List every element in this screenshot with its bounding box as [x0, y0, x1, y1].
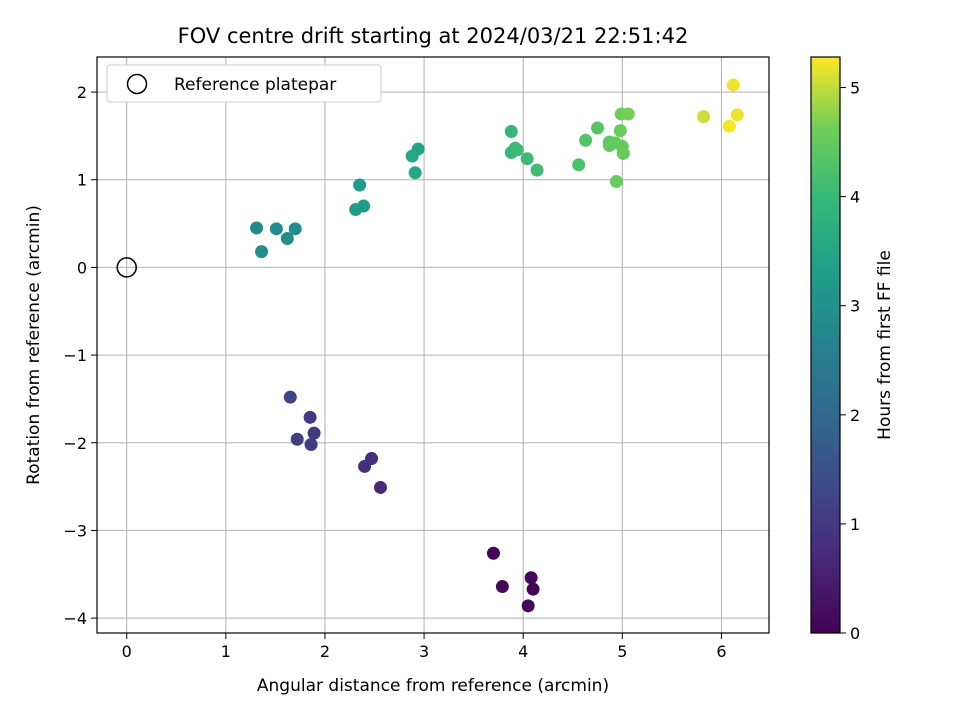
data-point — [405, 149, 419, 163]
y-tick-label: 0 — [77, 258, 87, 277]
data-point — [255, 245, 269, 259]
data-point — [726, 78, 740, 92]
x-axis-ticks: 0 1 2 3 4 5 6 — [122, 633, 727, 661]
y-tick-label: 2 — [77, 83, 87, 102]
colorbar-tick-label: 3 — [850, 297, 860, 316]
data-point — [530, 163, 544, 177]
data-point — [521, 599, 535, 613]
y-tick-label: −4 — [63, 609, 87, 628]
data-point — [510, 143, 524, 157]
data-point — [524, 571, 538, 585]
data-point — [408, 166, 422, 180]
data-point — [353, 178, 367, 192]
data-point — [304, 438, 318, 452]
data-point — [280, 231, 294, 245]
y-tick-label: 1 — [77, 171, 87, 190]
colorbar-tick-label: 5 — [850, 79, 860, 98]
colorbar-label: Hours from first FF file — [875, 250, 895, 440]
data-point — [269, 222, 283, 236]
data-point — [730, 108, 744, 122]
chart-title: FOV centre drift starting at 2024/03/21 … — [178, 24, 689, 48]
data-point — [613, 124, 627, 138]
data-point — [579, 133, 593, 147]
y-tick-label: −2 — [63, 434, 87, 453]
x-tick-label: 2 — [320, 642, 330, 661]
data-point — [495, 580, 509, 594]
y-tick-label: −3 — [63, 521, 87, 540]
data-point — [250, 221, 264, 235]
data-point — [722, 119, 736, 133]
data-point — [349, 203, 363, 217]
x-tick-label: 3 — [419, 642, 429, 661]
colorbar: 0 1 2 3 4 5 Hours from first FF file — [810, 56, 895, 643]
y-axis-label: Rotation from reference (arcmin) — [24, 205, 44, 485]
plot-background — [97, 57, 769, 633]
colorbar-gradient — [811, 57, 840, 633]
data-point — [608, 136, 622, 150]
x-tick-label: 4 — [518, 642, 528, 661]
colorbar-frame — [810, 56, 841, 634]
x-tick-label: 5 — [617, 642, 627, 661]
legend-entry-reference: Reference platepar — [174, 75, 336, 95]
data-point — [288, 222, 302, 236]
y-tick-label: −1 — [63, 346, 87, 365]
colorbar-tick-label: 1 — [850, 515, 860, 534]
data-point — [609, 174, 623, 188]
data-point — [520, 152, 534, 166]
plot-area: 0 1 2 3 4 5 6 2 1 0 −1 −2 −3 −4 — [63, 56, 770, 661]
data-point — [283, 390, 297, 404]
colorbar-tick-label: 4 — [850, 188, 860, 207]
reference-platepar-marker — [116, 257, 137, 278]
y-axis-ticks: 2 1 0 −1 −2 −3 −4 — [63, 83, 97, 628]
data-point — [526, 582, 540, 596]
x-tick-label: 6 — [716, 642, 726, 661]
colorbar-tick-label: 0 — [850, 624, 860, 643]
x-tick-label: 1 — [221, 642, 231, 661]
colorbar-tick-label: 2 — [850, 406, 860, 425]
data-point — [307, 426, 321, 440]
data-point — [621, 107, 635, 121]
data-point — [303, 410, 317, 424]
data-point — [572, 158, 586, 172]
x-axis-label: Angular distance from reference (arcmin) — [257, 676, 609, 696]
legend-marker-reference — [126, 73, 148, 95]
data-point — [697, 110, 711, 124]
plot-frame — [96, 56, 770, 634]
data-point — [591, 121, 605, 135]
data-points — [250, 78, 744, 613]
legend-box — [106, 64, 382, 103]
legend: Reference platepar — [106, 64, 382, 103]
data-point — [290, 432, 304, 446]
data-point — [358, 459, 372, 473]
data-point — [616, 146, 630, 160]
data-point — [504, 125, 518, 139]
colorbar-ticks: 0 1 2 3 4 5 — [840, 79, 860, 643]
data-point — [373, 480, 387, 494]
data-point — [486, 546, 500, 560]
x-tick-label: 0 — [122, 642, 132, 661]
